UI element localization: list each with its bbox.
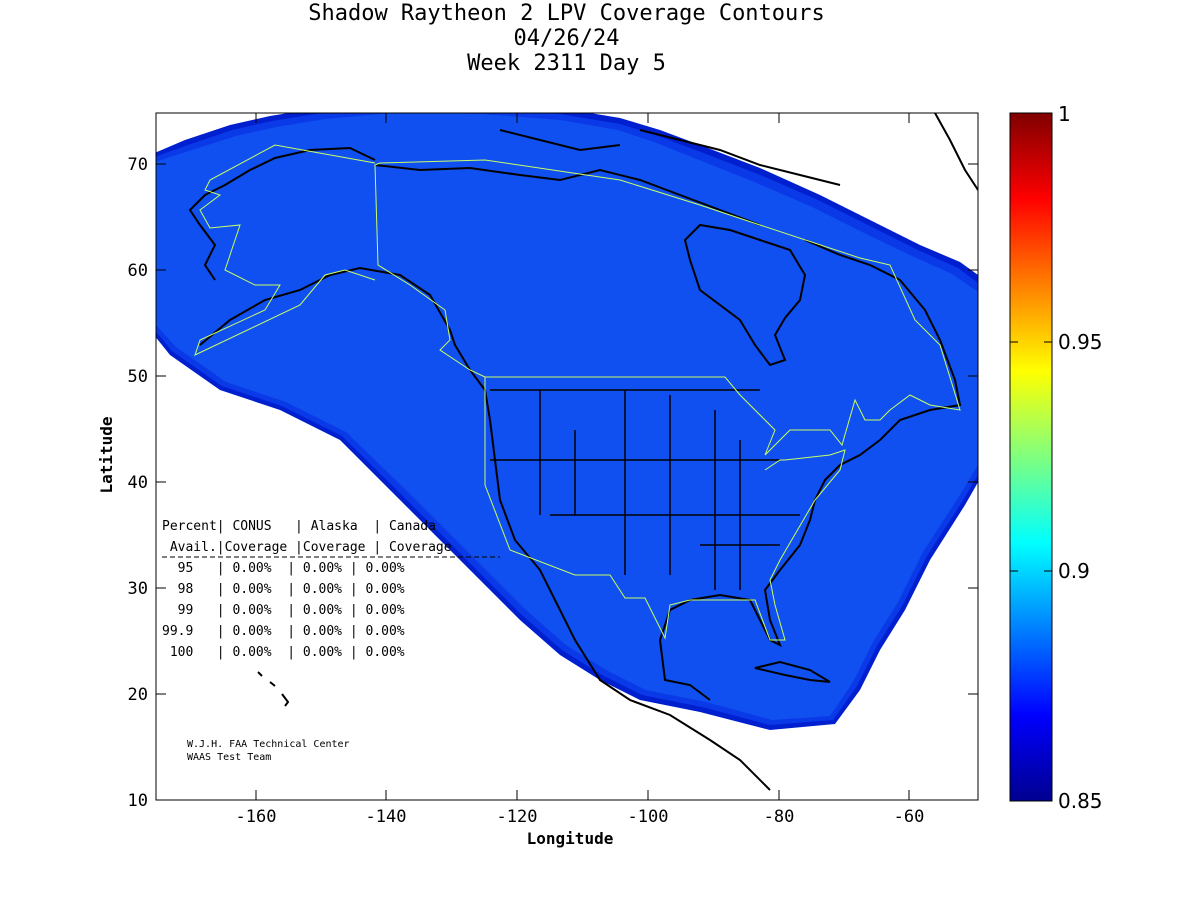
plot-frame [155, 112, 979, 801]
state-borders [490, 389, 800, 590]
colorbar-label: 1 [1058, 102, 1071, 126]
alaska-service-area [194, 144, 376, 356]
x-axis-label: Longitude [527, 829, 614, 848]
cuba [754, 660, 831, 683]
service-area-outlines [194, 144, 961, 641]
y-tick-labels: 10 20 30 40 50 60 70 [128, 155, 148, 811]
colorbar-ticks [1010, 341, 1052, 572]
credit-line: WAAS Test Team [187, 752, 271, 763]
east-coast [658, 439, 881, 701]
table-row: 98 | 0.00% | 0.00% | 0.00% [162, 582, 405, 597]
y-tick-label: 20 [128, 685, 148, 705]
y-tick-label: 30 [128, 579, 148, 599]
table-row: 100 | 0.00% | 0.00% | 0.00% [162, 645, 405, 660]
coverage-inner [156, 113, 978, 720]
x-tick-label: -80 [764, 807, 795, 827]
labrador-coast [804, 239, 962, 441]
canada-arctic-coast [374, 129, 841, 226]
x-tick-label: -160 [236, 807, 277, 827]
table-row: 99.9 | 0.00% | 0.00% | 0.00% [162, 624, 405, 639]
colorbar [1009, 112, 1053, 802]
alaska-coast [188, 146, 456, 346]
credit-text: W.J.H. FAA Technical Center WAAS Test Te… [187, 739, 350, 763]
y-tick-label: 10 [128, 791, 148, 811]
table-row: 99 | 0.00% | 0.00% | 0.00% [162, 603, 405, 618]
conus-service-area [374, 159, 961, 641]
coverage-table: Percent| CONUS | Alaska | Canada Avail.|… [162, 519, 500, 660]
greenland [934, 113, 978, 191]
credit-line: W.J.H. FAA Technical Center [187, 739, 350, 750]
x-tick-label: -100 [628, 807, 669, 827]
table-row: 95 | 0.00% | 0.00% | 0.00% [162, 561, 405, 576]
tick-marks [156, 113, 978, 800]
y-tick-label: 40 [128, 473, 148, 493]
west-coast [454, 344, 771, 791]
x-tick-label: -60 [894, 807, 925, 827]
chart-date: 04/26/24 [513, 26, 620, 51]
y-tick-label: 70 [128, 155, 148, 175]
colorbar-label: 0.95 [1058, 330, 1103, 354]
y-axis-label: Latitude [97, 416, 116, 493]
x-tick-label: -140 [366, 807, 407, 827]
colorbar-label: 0.9 [1058, 559, 1090, 583]
x-tick-labels: -160 -140 -120 -100 -80 -60 [236, 807, 925, 827]
y-tick-label: 60 [128, 261, 148, 281]
coastlines [188, 113, 978, 791]
hudson-bay [683, 223, 807, 367]
y-tick-label: 50 [128, 367, 148, 387]
chart-title: Shadow Raytheon 2 LPV Coverage Contours [308, 1, 825, 26]
chart-week: Week 2311 Day 5 [467, 51, 666, 76]
table-header: Avail.|Coverage |Coverage | Coverage [162, 540, 452, 555]
table-header: Percent| CONUS | Alaska | Canada [162, 519, 436, 534]
colorbar-label: 0.85 [1058, 789, 1103, 813]
x-tick-label: -120 [497, 807, 538, 827]
hawaii [257, 671, 290, 707]
